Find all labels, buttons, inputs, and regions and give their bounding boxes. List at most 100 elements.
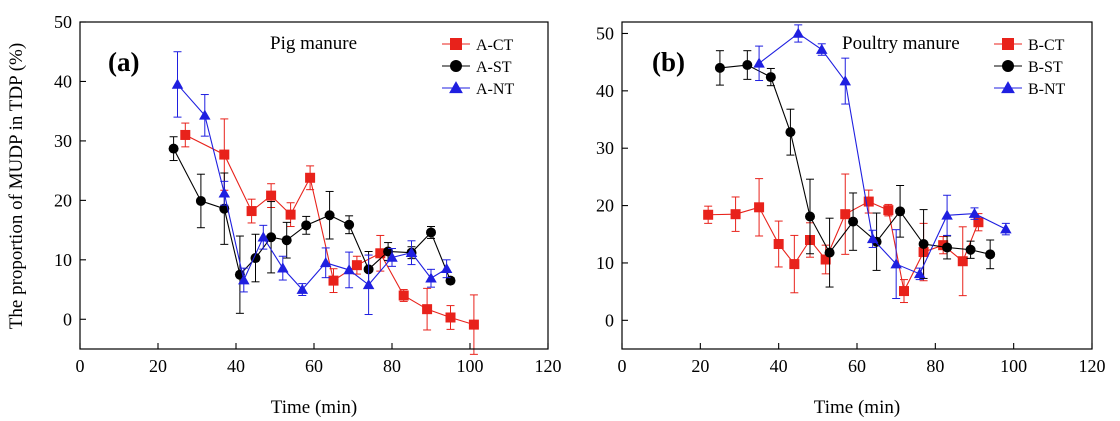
- y-tick-label: 20: [596, 196, 614, 216]
- data-point: [266, 232, 277, 243]
- y-tick-label: 30: [596, 138, 614, 158]
- y-tick-label: 0: [605, 310, 614, 330]
- legend-marker: [450, 38, 462, 50]
- data-point: [171, 78, 184, 89]
- x-tick-label: 60: [305, 356, 323, 376]
- legend-label: A-CT: [476, 37, 514, 54]
- legend-item-a-st: A-ST: [442, 59, 512, 76]
- data-point: [848, 216, 859, 227]
- data-point: [305, 172, 316, 183]
- data-point: [863, 196, 874, 207]
- data-point: [968, 207, 981, 218]
- legend-marker: [449, 81, 463, 94]
- y-tick-label: 40: [596, 81, 614, 101]
- data-point: [805, 211, 815, 222]
- legend-item-b-ct: B-CT: [994, 37, 1065, 54]
- data-point: [375, 248, 386, 259]
- data-point: [343, 264, 355, 275]
- data-point: [753, 57, 765, 68]
- legend-label: B-NT: [1028, 81, 1066, 98]
- data-point: [840, 209, 851, 220]
- y-tick-label: 20: [54, 190, 72, 210]
- y-tick-label: 30: [54, 131, 72, 151]
- data-point: [218, 187, 231, 198]
- legend-marker: [1002, 60, 1014, 72]
- data-point: [266, 190, 277, 201]
- data-point: [754, 202, 765, 213]
- series-b-nt: [753, 24, 1012, 300]
- data-point: [730, 209, 741, 220]
- legend-item-a-nt: A-NT: [442, 81, 514, 98]
- data-point: [985, 249, 996, 260]
- data-point: [899, 286, 909, 297]
- x-tick-label: 80: [383, 356, 401, 376]
- data-point: [422, 304, 433, 315]
- x-tick-label: 40: [770, 356, 788, 376]
- data-point: [425, 272, 437, 283]
- data-point: [246, 206, 257, 217]
- panel-b-poultry-manure: 0 20 40 60 80 100 120 0 10 20 30 40 50 (b) Poultry m…: [596, 21, 1106, 418]
- data-point: [714, 62, 725, 73]
- data-point: [468, 319, 479, 330]
- x-tick-label: 0: [618, 356, 627, 376]
- legend-item-a-ct: A-CT: [442, 37, 514, 54]
- data-point: [199, 109, 211, 120]
- data-point: [168, 143, 179, 154]
- legend-marker: [450, 60, 462, 72]
- panel-a-legend: A-CT A-ST A-NT: [442, 37, 514, 98]
- data-point: [281, 235, 292, 246]
- data-point: [440, 262, 453, 274]
- data-point: [918, 239, 929, 250]
- data-point: [913, 268, 926, 279]
- x-tick-label: 120: [535, 356, 562, 376]
- data-point: [319, 257, 332, 268]
- data-point: [285, 209, 296, 220]
- data-point: [344, 219, 355, 230]
- series-b-st: [714, 50, 996, 288]
- data-point: [957, 256, 968, 267]
- legend-label: B-ST: [1028, 59, 1063, 76]
- data-point: [257, 231, 270, 242]
- data-point: [195, 195, 206, 206]
- x-tick-label: 100: [1000, 356, 1027, 376]
- x-tick-label: 80: [926, 356, 944, 376]
- data-point: [792, 27, 804, 38]
- series-a-nt: [171, 51, 453, 316]
- data-point: [941, 209, 953, 220]
- y-tick-label: 40: [54, 71, 72, 91]
- data-point: [789, 259, 800, 270]
- data-point: [773, 239, 784, 250]
- panel-b-plot-frame: [621, 21, 1093, 350]
- data-point: [816, 43, 828, 54]
- series-line: [758, 32, 1007, 275]
- data-point: [238, 274, 250, 285]
- panel-b-series: [703, 24, 1012, 304]
- x-tick-label: 120: [1079, 356, 1106, 376]
- x-tick-label: 20: [149, 356, 167, 376]
- y-tick-label: 10: [54, 250, 72, 270]
- data-point: [351, 260, 362, 271]
- data-point: [277, 262, 289, 273]
- series-a-st: [168, 136, 456, 314]
- data-point: [820, 254, 831, 265]
- panel-b-axes: 0 20 40 60 80 100 120 0 10 20 30 40 50: [596, 23, 1106, 376]
- data-point: [328, 275, 339, 286]
- panel-b-title: Poultry manure: [842, 33, 960, 54]
- x-tick-label: 40: [227, 356, 245, 376]
- data-point: [703, 209, 714, 220]
- data-point: [785, 127, 796, 138]
- data-point: [405, 246, 418, 257]
- legend-label: A-NT: [476, 81, 514, 98]
- legend-marker: [1002, 38, 1014, 50]
- panel-a-axes: 0 20 40 60 80 100 120 0 10 20 30 40 50: [54, 12, 562, 376]
- data-point: [445, 312, 456, 323]
- data-point: [866, 233, 879, 244]
- panel-a-x-axis-label: Time (min): [271, 397, 357, 418]
- x-tick-label: 100: [457, 356, 484, 376]
- data-point: [1000, 223, 1012, 234]
- series-b-ct: [703, 173, 984, 304]
- y-tick-label: 50: [596, 23, 614, 43]
- data-point: [839, 75, 851, 86]
- data-point: [296, 283, 309, 294]
